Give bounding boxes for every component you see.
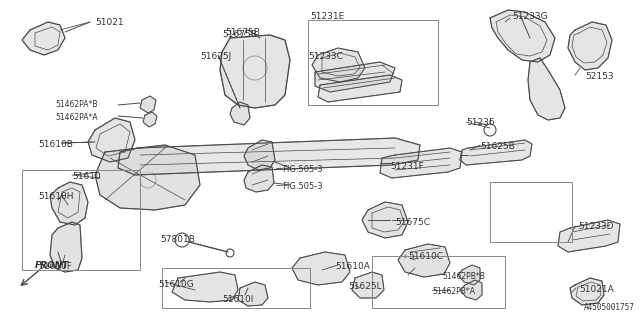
Text: A4505001757: A4505001757 bbox=[584, 303, 635, 312]
Text: FRONT: FRONT bbox=[35, 261, 69, 270]
Text: 51021: 51021 bbox=[95, 18, 124, 27]
Text: 51610G: 51610G bbox=[158, 280, 194, 289]
Polygon shape bbox=[238, 282, 268, 306]
Polygon shape bbox=[22, 22, 65, 55]
Text: 52153: 52153 bbox=[585, 72, 614, 81]
Polygon shape bbox=[244, 140, 275, 170]
Polygon shape bbox=[95, 145, 200, 210]
Text: 51610B: 51610B bbox=[38, 140, 73, 149]
Polygon shape bbox=[528, 58, 565, 120]
Bar bbox=[22, 170, 140, 270]
Polygon shape bbox=[50, 222, 82, 272]
Text: 51462PB*A: 51462PB*A bbox=[432, 287, 475, 296]
Text: FIG.505-3: FIG.505-3 bbox=[282, 165, 323, 174]
Polygon shape bbox=[312, 48, 365, 82]
Text: 51236: 51236 bbox=[466, 118, 495, 127]
Polygon shape bbox=[143, 112, 157, 127]
Text: 51625B: 51625B bbox=[480, 142, 515, 151]
Bar bbox=[372, 256, 505, 308]
Text: 57801B: 57801B bbox=[160, 235, 195, 244]
Polygon shape bbox=[118, 138, 420, 175]
Text: 51675B: 51675B bbox=[222, 30, 257, 39]
Polygon shape bbox=[220, 35, 290, 108]
Polygon shape bbox=[230, 102, 250, 125]
Text: 51021A: 51021A bbox=[579, 285, 614, 294]
Bar bbox=[490, 182, 572, 242]
Text: 51462PA*A: 51462PA*A bbox=[55, 113, 98, 122]
Polygon shape bbox=[244, 165, 274, 192]
Polygon shape bbox=[490, 10, 555, 62]
Text: 51610F: 51610F bbox=[38, 262, 72, 271]
Polygon shape bbox=[380, 148, 462, 178]
Text: 51610I: 51610I bbox=[222, 295, 253, 304]
Polygon shape bbox=[318, 75, 402, 102]
Polygon shape bbox=[570, 278, 604, 305]
Text: 51462PA*B: 51462PA*B bbox=[55, 100, 97, 109]
Polygon shape bbox=[460, 140, 532, 165]
Polygon shape bbox=[458, 265, 480, 285]
Polygon shape bbox=[140, 96, 156, 113]
Text: 51610H: 51610H bbox=[38, 192, 74, 201]
Text: 51625L: 51625L bbox=[348, 282, 381, 291]
Bar bbox=[308, 20, 438, 105]
Polygon shape bbox=[362, 202, 408, 238]
Text: 51462PB*B: 51462PB*B bbox=[442, 272, 485, 281]
Text: 51610: 51610 bbox=[72, 172, 100, 181]
Polygon shape bbox=[568, 22, 612, 70]
Text: 51675C: 51675C bbox=[395, 218, 430, 227]
Polygon shape bbox=[172, 272, 238, 302]
Polygon shape bbox=[315, 62, 395, 92]
Text: 51233C: 51233C bbox=[308, 52, 343, 61]
Polygon shape bbox=[460, 280, 482, 300]
Polygon shape bbox=[50, 182, 88, 225]
Text: 51610A: 51610A bbox=[335, 262, 370, 271]
Text: FIG.505-3: FIG.505-3 bbox=[282, 182, 323, 191]
Text: 51675B: 51675B bbox=[225, 28, 260, 37]
Text: 51233G: 51233G bbox=[512, 12, 548, 21]
Bar bbox=[162, 268, 310, 308]
Text: 51231F: 51231F bbox=[390, 162, 424, 171]
Polygon shape bbox=[352, 272, 384, 298]
Polygon shape bbox=[558, 220, 620, 252]
Text: 51610C: 51610C bbox=[408, 252, 443, 261]
Polygon shape bbox=[292, 252, 350, 285]
Polygon shape bbox=[88, 118, 135, 162]
Text: 51233D: 51233D bbox=[578, 222, 614, 231]
Text: 51625J: 51625J bbox=[200, 52, 231, 61]
Text: 51231E: 51231E bbox=[310, 12, 344, 21]
Polygon shape bbox=[398, 244, 450, 277]
